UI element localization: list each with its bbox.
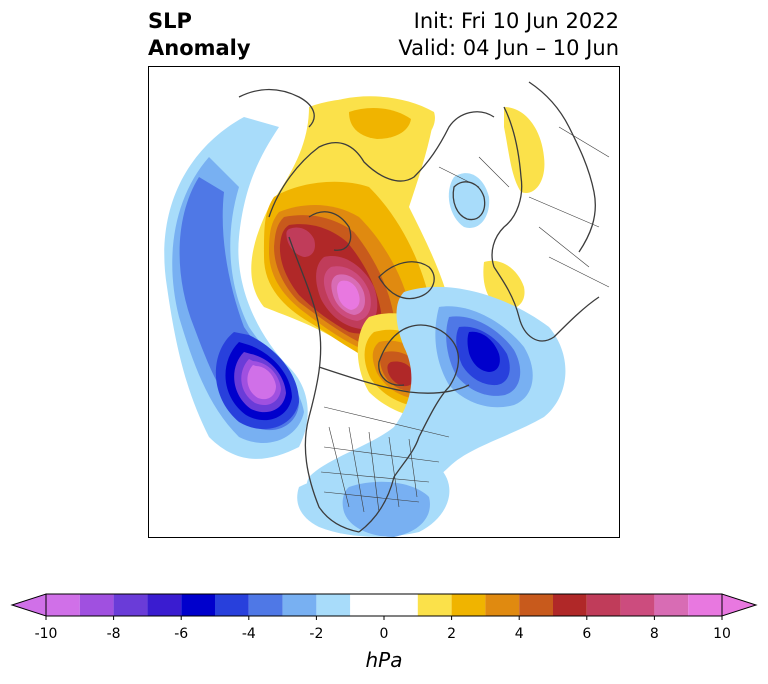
colorbar-bin bbox=[316, 594, 351, 616]
coastlines bbox=[238, 81, 600, 533]
colorbar-extend-low bbox=[10, 593, 47, 617]
colorbar-tick-label: 4 bbox=[514, 626, 524, 642]
arctic-high bbox=[315, 96, 545, 310]
colorbar-extend-high bbox=[721, 593, 758, 617]
colorbar-bin bbox=[451, 594, 486, 616]
colorbar-bin bbox=[79, 594, 114, 616]
colorbar-tick-label: 2 bbox=[447, 626, 457, 642]
colorbar-unit: hPa bbox=[365, 648, 403, 672]
colorbar-bin bbox=[46, 594, 80, 616]
title-left: SLP Anomaly bbox=[148, 8, 251, 62]
north-pacific-low bbox=[164, 117, 308, 459]
colorbar bbox=[10, 593, 758, 620]
colorbar-bin bbox=[113, 594, 148, 616]
colorbar-tick-label: 10 bbox=[713, 626, 731, 642]
colorbar-bin bbox=[688, 594, 722, 616]
anomaly-map bbox=[164, 81, 610, 537]
colorbar-tick-label: -10 bbox=[34, 626, 58, 642]
colorbar-bin bbox=[654, 594, 689, 616]
colorbar-bin bbox=[248, 594, 283, 616]
colorbar-bin bbox=[620, 594, 655, 616]
colorbar-bin bbox=[586, 594, 621, 616]
title-right: Init: Fri 10 Jun 2022 Valid: 04 Jun – 10… bbox=[398, 8, 619, 62]
colorbar-bin bbox=[417, 594, 452, 616]
map-panel bbox=[148, 66, 620, 538]
colorbar-tick-label: -8 bbox=[106, 626, 121, 642]
colorbar-bin bbox=[181, 594, 215, 616]
arctic-small-low bbox=[448, 173, 490, 228]
colorbar-bin bbox=[282, 594, 317, 616]
colorbar-tick-label: 6 bbox=[582, 626, 592, 642]
init-date: Init: Fri 10 Jun 2022 bbox=[413, 9, 619, 33]
colorbar-tick-label: 8 bbox=[649, 626, 659, 642]
colorbar-tick-label: -6 bbox=[174, 626, 189, 642]
colorbar-bin bbox=[553, 594, 587, 616]
borders bbox=[320, 126, 610, 513]
colorbar-tick-label: -4 bbox=[241, 626, 256, 642]
colorbar-bin bbox=[215, 594, 249, 616]
eastern-us-low bbox=[297, 465, 450, 537]
valid-range: Valid: 04 Jun – 10 Jun bbox=[398, 36, 619, 60]
colorbar-bin bbox=[350, 594, 418, 616]
colorbar-bin bbox=[485, 594, 520, 616]
colorbar-tick-label: -2 bbox=[309, 626, 324, 642]
colorbar-tick-label: 0 bbox=[379, 626, 389, 642]
colorbar-bin bbox=[519, 594, 553, 616]
colorbar-bin bbox=[147, 594, 182, 616]
title-slp: SLP bbox=[148, 9, 192, 33]
title-anomaly: Anomaly bbox=[148, 36, 251, 60]
